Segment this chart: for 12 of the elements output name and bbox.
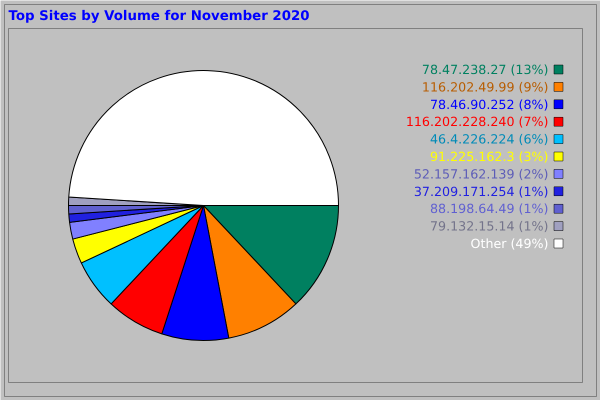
chart-title: Top Sites by Volume for November 2020 [8, 9, 310, 24]
legend-label: 46.4.226.224 (6%) [430, 132, 549, 147]
legend-label: 116.202.49.99 (9%) [422, 79, 549, 94]
legend-label: 116.202.228.240 (7%) [406, 114, 549, 130]
legend-label: 52.157.162.139 (2%) [414, 166, 549, 182]
legend-label: 79.132.15.14 (1%) [430, 218, 549, 234]
legend-label: 37.209.171.254 (1%) [414, 184, 549, 199]
legend-label: 78.47.238.27 (13%) [422, 62, 549, 77]
legend-label: Other (49%) [470, 236, 549, 251]
legend-label: 78.46.90.252 (8%) [430, 96, 549, 112]
legend-label: 88.198.64.49 (1%) [430, 201, 549, 216]
legend-label: 91.225.162.3 (3%) [430, 149, 549, 164]
